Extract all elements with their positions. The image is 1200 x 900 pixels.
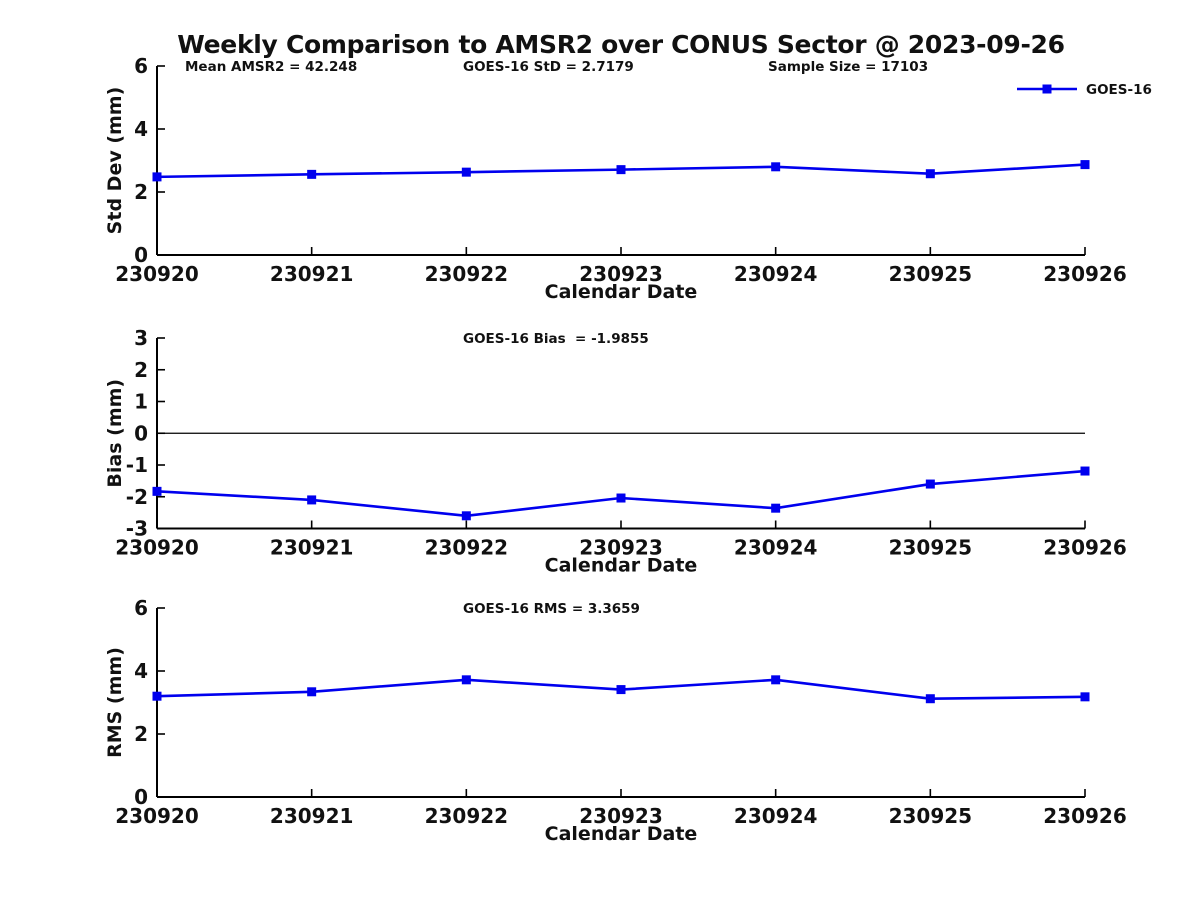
x-tick-label: 230923	[579, 262, 663, 286]
x-tick-label: 230921	[270, 804, 354, 828]
data-point	[461, 675, 471, 685]
data-point	[925, 479, 935, 489]
data-point	[925, 169, 935, 179]
y-tick-label: 4	[134, 117, 148, 141]
x-tick-label: 230922	[425, 536, 509, 560]
data-point	[152, 172, 162, 182]
data-point	[152, 486, 162, 496]
y-tick-label: 0	[134, 785, 148, 809]
x-tick-label: 230924	[734, 536, 818, 560]
data-point	[925, 694, 935, 704]
x-tick-label: 230922	[425, 804, 509, 828]
x-tick-label: 230924	[734, 262, 818, 286]
x-tick-label: 230925	[889, 536, 973, 560]
y-axis-title: RMS (mm)	[104, 647, 126, 758]
x-axis-title: Calendar Date	[545, 555, 698, 577]
legend-marker	[1042, 84, 1052, 94]
data-point	[1080, 466, 1090, 476]
data-point	[1080, 692, 1090, 702]
y-tick-label: -3	[126, 517, 148, 541]
y-tick-label: -2	[126, 485, 148, 509]
x-tick-label: 230925	[889, 804, 973, 828]
y-tick-label: 1	[134, 390, 148, 414]
data-point	[307, 687, 317, 697]
stat-annotation: Mean AMSR2 = 42.248	[185, 59, 357, 75]
y-axis-title: Std Dev (mm)	[104, 87, 126, 235]
stat-annotation: Sample Size = 17103	[768, 59, 928, 75]
data-point	[771, 162, 781, 172]
y-tick-label: 3	[134, 326, 148, 350]
data-point	[307, 495, 317, 505]
data-point	[771, 503, 781, 513]
y-axis-title: Bias (mm)	[104, 379, 126, 488]
x-tick-label: 230920	[115, 804, 199, 828]
data-point	[771, 675, 781, 685]
y-tick-label: 6	[134, 54, 148, 78]
x-tick-label: 230926	[1043, 262, 1127, 286]
stat-annotation: GOES-16 RMS = 3.3659	[463, 601, 640, 617]
x-axis-title: Calendar Date	[545, 823, 698, 845]
data-point	[152, 691, 162, 701]
data-point	[616, 165, 626, 175]
x-tick-label: 230925	[889, 262, 973, 286]
y-tick-label: 0	[134, 421, 148, 445]
y-tick-label: 0	[134, 243, 148, 267]
x-tick-label: 230926	[1043, 536, 1127, 560]
x-tick-label: 230921	[270, 262, 354, 286]
x-tick-label: 230923	[579, 804, 663, 828]
data-point	[461, 511, 471, 521]
stat-annotation: GOES-16 StD = 2.7179	[463, 59, 634, 75]
y-tick-label: 6	[134, 596, 148, 620]
x-tick-label: 230922	[425, 262, 509, 286]
x-tick-label: 230921	[270, 536, 354, 560]
x-tick-label: 230923	[579, 536, 663, 560]
x-axis-title: Calendar Date	[545, 281, 698, 303]
y-tick-label: 2	[134, 180, 148, 204]
x-tick-label: 230924	[734, 804, 818, 828]
legend-label: GOES-16	[1086, 82, 1152, 98]
y-tick-label: 2	[134, 358, 148, 382]
data-point	[461, 167, 471, 177]
y-tick-label: 4	[134, 659, 148, 683]
x-tick-label: 230920	[115, 536, 199, 560]
x-tick-label: 230920	[115, 262, 199, 286]
y-tick-label: -1	[126, 453, 148, 477]
stat-annotation: GOES-16 Bias = -1.9855	[463, 331, 649, 347]
data-point	[616, 685, 626, 695]
series-line	[156, 469, 1086, 518]
chart-title: Weekly Comparison to AMSR2 over CONUS Se…	[177, 30, 1064, 59]
data-point	[1080, 160, 1090, 170]
y-tick-label: 2	[134, 722, 148, 746]
x-tick-label: 230926	[1043, 804, 1127, 828]
data-point	[616, 493, 626, 503]
data-point	[307, 169, 317, 179]
